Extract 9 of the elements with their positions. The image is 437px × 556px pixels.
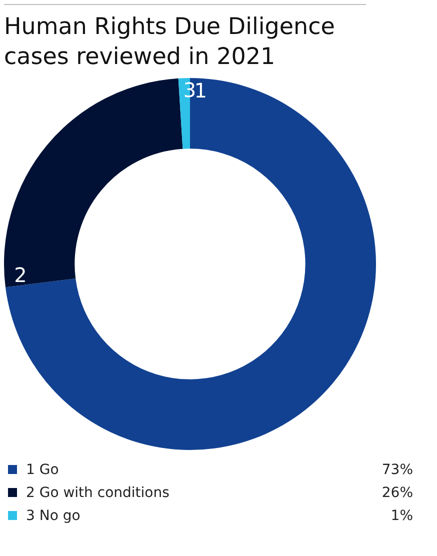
legend-label: 1 Go bbox=[26, 462, 60, 478]
legend-label: 3 No go bbox=[26, 508, 82, 524]
data-label: 26% bbox=[382, 484, 413, 500]
text: 1 bbox=[194, 78, 207, 102]
data-label: 73% bbox=[382, 462, 413, 478]
data-label: 1% bbox=[390, 508, 413, 524]
chart-title: Human Rights Due Diligence cases reviewed in 2021 bbox=[4, 13, 336, 72]
legend-label: 2 Go with conditions bbox=[26, 484, 170, 500]
text: 2 bbox=[14, 263, 27, 288]
